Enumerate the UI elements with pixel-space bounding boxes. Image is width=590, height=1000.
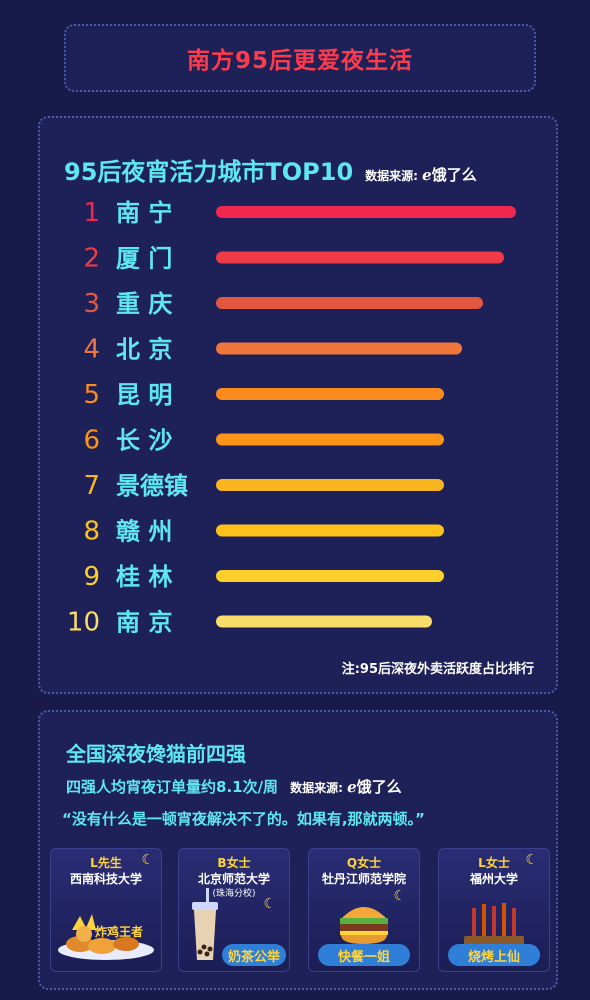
- snack-card: ☾ L先生 西南科技大学 炸鸡王者: [50, 848, 162, 972]
- moon-icon: ☾: [263, 896, 276, 912]
- card-name: L女士: [478, 856, 510, 870]
- card-school: 北京师范大学: [197, 872, 270, 886]
- city-bar: [216, 206, 516, 218]
- city-label: 重 庆: [116, 290, 172, 318]
- header-banner: 南方95后更爱夜生活: [64, 24, 536, 92]
- city-bar: [216, 433, 444, 446]
- rank-number: 10: [67, 608, 100, 638]
- city-bar: [216, 615, 432, 628]
- city-label: 南 京: [116, 609, 172, 637]
- ranking-header: 95后夜宵活力城市TOP10 数据来源: ℯ饿了么: [64, 152, 477, 187]
- city-bar: [216, 251, 504, 264]
- moon-icon: ☾: [141, 852, 154, 868]
- rank-number: 1: [83, 198, 100, 228]
- rank-number: 6: [83, 426, 100, 456]
- city-label: 南 宁: [116, 199, 172, 227]
- ranking-title: 95后夜宵活力城市TOP10: [64, 158, 354, 186]
- snack-title: 全国深夜馋猫前四强: [66, 742, 246, 766]
- card-school: 福州大学: [469, 872, 518, 886]
- source-label: 数据来源:: [365, 169, 418, 183]
- city-bar: [216, 479, 444, 491]
- card-school: 西南科技大学: [69, 872, 142, 886]
- rank-number: 5: [83, 380, 100, 410]
- card-badge: 炸鸡王者: [94, 924, 143, 939]
- city-label: 北 京: [116, 336, 172, 364]
- rank-number: 9: [83, 562, 100, 592]
- rank-number: 8: [83, 517, 100, 547]
- rank-number: 3: [83, 289, 100, 319]
- snack-subtitle: 四强人均宵夜订单量约8.1次/周: [66, 778, 279, 796]
- snack-panel: 全国深夜馋猫前四强 四强人均宵夜订单量约8.1次/周 数据来源: ℯ饿了么 “没…: [38, 710, 558, 990]
- city-label: 桂 林: [116, 563, 172, 591]
- snack-card: B女士 北京师范大学 (珠海分校) ☾ 奶茶公举: [178, 848, 290, 972]
- snack-subtitle-row: 四强人均宵夜订单量约8.1次/周 数据来源: ℯ饿了么: [66, 776, 402, 797]
- snack-cards: ☾ L先生 西南科技大学 炸鸡王者 B女士 北京师范大学 (珠海分校) ☾: [50, 848, 552, 976]
- rank-number: 4: [83, 335, 100, 365]
- card-badge: 奶茶公举: [222, 944, 286, 966]
- city-label: 厦 门: [116, 245, 172, 273]
- city-bar: [216, 342, 462, 355]
- card-name: B女士: [217, 856, 251, 870]
- snack-source: 数据来源: ℯ饿了么: [290, 776, 402, 797]
- snack-card: Q女士 牡丹江师范学院 ☾ 快餐一姐: [308, 848, 420, 972]
- city-label: 景德镇: [116, 472, 188, 500]
- city-label: 昆 明: [116, 381, 172, 409]
- city-bar: [216, 524, 444, 537]
- card-badge: 快餐一姐: [318, 944, 410, 966]
- card-school: 牡丹江师范学院: [321, 872, 406, 886]
- ranking-source: 数据来源: ℯ饿了么: [365, 164, 477, 185]
- card-badge: 烧烤上仙: [448, 944, 540, 966]
- moon-icon: ☾: [525, 852, 538, 868]
- city-bar: [216, 570, 444, 582]
- burger-icon: [340, 907, 388, 944]
- card-name: Q女士: [346, 856, 382, 870]
- city-bar: [216, 297, 483, 309]
- card-name: L先生: [90, 856, 122, 870]
- snack-quote: “没有什么是一顿宵夜解决不了的。如果有,那就两顿。”: [62, 810, 425, 828]
- snack-card: L女士 福州大学 ☾ 烧烤上仙: [438, 848, 550, 972]
- ranking-bar-chart: 1 南 宁 2 厦 门 3 重 庆 4 北 京 5 昆 明 6 长 沙 7 景德镇 8 赣 州 9 桂 林 10 南 …: [67, 198, 516, 638]
- moon-icon: ☾: [393, 888, 406, 904]
- city-bar: [216, 388, 444, 400]
- fried-chicken-icon: [58, 914, 154, 960]
- rank-number: 2: [83, 244, 100, 274]
- rank-number: 7: [83, 471, 100, 501]
- card-campus: (珠海分校): [212, 889, 256, 899]
- eleme-logo-icon: ℯ饿了么: [347, 778, 402, 796]
- city-label: 赣 州: [116, 518, 172, 546]
- page-title: 南方95后更爱夜生活: [186, 48, 413, 74]
- milk-tea-icon: [192, 888, 218, 960]
- city-label: 长 沙: [116, 427, 172, 455]
- source-label: 数据来源:: [290, 781, 343, 795]
- eleme-logo-icon: ℯ饿了么: [422, 166, 477, 184]
- ranking-note: 注:95后深夜外卖活跃度占比排行: [341, 662, 534, 677]
